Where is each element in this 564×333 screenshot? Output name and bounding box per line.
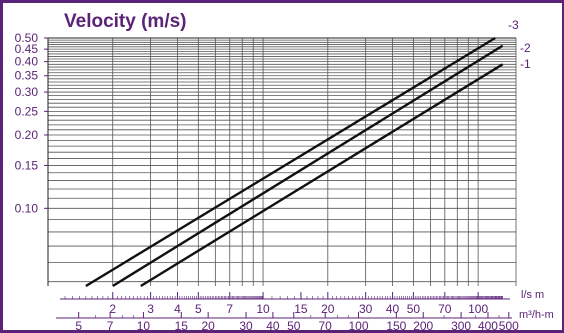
- y-tick-label: 0.20: [15, 128, 39, 142]
- x-secondary-tick-label: 7: [107, 319, 114, 333]
- y-tick-label: 0.30: [15, 85, 39, 99]
- y-tick-label: 0.40: [15, 55, 39, 69]
- x-primary-tick-label: 20: [321, 302, 335, 316]
- x-secondary-tick-label: 40: [266, 319, 280, 333]
- x-primary-tick-label: 7: [226, 302, 233, 316]
- x-primary-tick-label: 5: [195, 302, 202, 316]
- x-primary-tick-label: 70: [438, 302, 452, 316]
- x-secondary-tick-label: 15: [175, 319, 189, 333]
- x-secondary-tick-label: 100: [348, 319, 368, 333]
- series-line: [140, 63, 504, 288]
- x-secondary-tick-label: 70: [318, 319, 332, 333]
- x-primary-tick-label: 15: [294, 302, 308, 316]
- series-label: -3: [508, 18, 519, 32]
- x-secondary-tick-label: 20: [201, 319, 215, 333]
- x-secondary-axis-label: m³/h-m: [519, 309, 554, 321]
- x-primary-tick-label: 4: [174, 302, 181, 316]
- x-secondary-tick-label: 30: [239, 319, 253, 333]
- chart-title: Velocity (m/s): [64, 11, 187, 32]
- x-primary-tick-label: 3: [147, 302, 154, 316]
- x-primary-axis-label: l/s m: [521, 289, 544, 301]
- y-tick-label: 0.35: [15, 69, 39, 83]
- x-primary-tick-label: 40: [386, 302, 400, 316]
- series-line: [85, 36, 496, 288]
- x-secondary-tick-label: 300: [451, 319, 471, 333]
- x-secondary-tick-label: 50: [287, 319, 301, 333]
- y-tick-label: 0.10: [15, 201, 39, 215]
- x-secondary-tick-label: 5: [75, 319, 82, 333]
- y-tick-label: 0.50: [15, 31, 39, 45]
- series-line: [112, 44, 504, 288]
- x-primary-tick-label: 30: [359, 302, 373, 316]
- x-primary-tick-label: 10: [256, 302, 270, 316]
- series-label: -2: [520, 41, 531, 55]
- series-label: -1: [520, 57, 531, 71]
- x-secondary-tick-label: 150: [386, 319, 406, 333]
- x-primary-tick-label: 2: [109, 302, 116, 316]
- x-secondary-tick-label: 200: [413, 319, 433, 333]
- x-secondary-tick-label: 400: [478, 319, 498, 333]
- x-primary-tick-label: 100: [468, 302, 488, 316]
- x-primary-tick-label: 50: [407, 302, 421, 316]
- y-tick-label: 0.45: [15, 42, 39, 56]
- x-secondary-tick-label: 500: [499, 319, 519, 333]
- x-secondary-tick-label: 10: [137, 319, 151, 333]
- y-tick-label: 0.15: [15, 158, 39, 172]
- y-tick-label: 0.25: [15, 104, 39, 118]
